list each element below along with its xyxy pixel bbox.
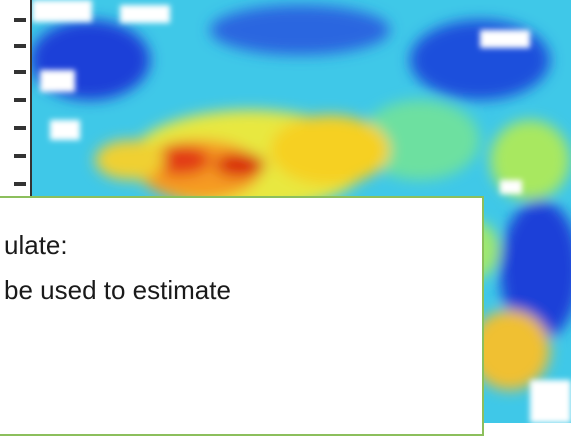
- text-line: ulate:: [4, 230, 68, 261]
- page: {"text_box": {"lines": ["ulate:", "be us…: [0, 0, 571, 423]
- axis-ticks: [14, 0, 32, 196]
- text-line: be used to estimate: [4, 275, 231, 306]
- text-box: ulate: be used to estimate: [0, 196, 484, 436]
